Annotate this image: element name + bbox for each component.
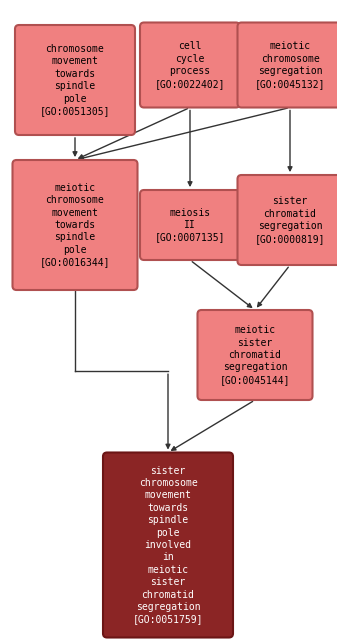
FancyBboxPatch shape (238, 23, 337, 108)
Text: meiotic
chromosome
segregation
[GO:0045132]: meiotic chromosome segregation [GO:00451… (255, 41, 325, 89)
FancyBboxPatch shape (15, 25, 135, 135)
FancyBboxPatch shape (197, 310, 312, 400)
Text: meiosis
II
[GO:0007135]: meiosis II [GO:0007135] (155, 207, 225, 242)
FancyBboxPatch shape (140, 190, 240, 260)
Text: meiotic
sister
chromatid
segregation
[GO:0045144]: meiotic sister chromatid segregation [GO… (220, 325, 290, 385)
Text: chromosome
movement
towards
spindle
pole
[GO:0051305]: chromosome movement towards spindle pole… (40, 44, 110, 116)
FancyBboxPatch shape (12, 160, 137, 290)
Text: sister
chromatid
segregation
[GO:0000819]: sister chromatid segregation [GO:0000819… (255, 196, 325, 243)
Text: cell
cycle
process
[GO:0022402]: cell cycle process [GO:0022402] (155, 41, 225, 89)
FancyBboxPatch shape (103, 453, 233, 638)
FancyBboxPatch shape (140, 23, 240, 108)
Text: sister
chromosome
movement
towards
spindle
pole
involved
in
meiotic
sister
chrom: sister chromosome movement towards spind… (133, 466, 203, 625)
Text: meiotic
chromosome
movement
towards
spindle
pole
[GO:0016344]: meiotic chromosome movement towards spin… (40, 183, 110, 267)
FancyBboxPatch shape (238, 175, 337, 265)
